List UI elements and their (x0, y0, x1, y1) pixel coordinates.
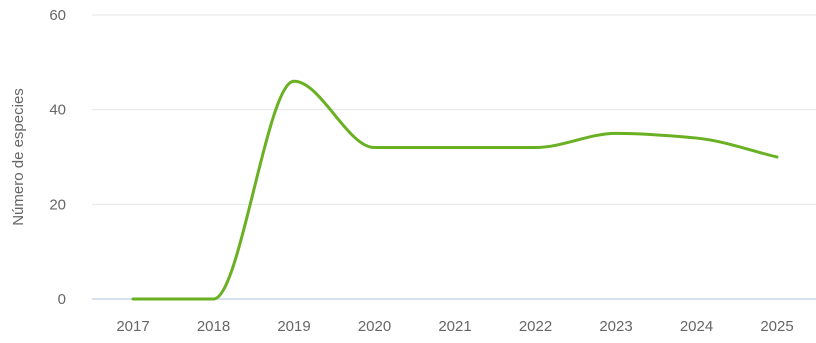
x-axis-ticks: 2017 2018 2019 2020 2021 2022 2023 2024 2025 (116, 318, 793, 335)
y-tick-label: 0 (58, 291, 66, 308)
x-tick-label: 2023 (599, 318, 632, 335)
x-tick-label: 2020 (358, 318, 391, 335)
x-tick-label: 2024 (680, 318, 713, 335)
x-tick-label: 2018 (197, 318, 230, 335)
x-tick-label: 2022 (519, 318, 552, 335)
grid-layer (92, 14, 816, 300)
y-axis-title: Número de especies (10, 88, 27, 226)
x-tick-label: 2025 (760, 318, 793, 335)
y-tick-label: 60 (49, 7, 66, 24)
x-tick-label: 2019 (277, 318, 310, 335)
y-axis-ticks: 0 20 40 60 (49, 7, 66, 308)
series-layer (131, 79, 779, 301)
series-line (131, 79, 779, 301)
y-tick-label: 20 (49, 196, 66, 213)
y-tick-label: 40 (49, 102, 66, 119)
x-tick-label: 2021 (438, 318, 471, 335)
x-tick-label: 2017 (116, 318, 149, 335)
